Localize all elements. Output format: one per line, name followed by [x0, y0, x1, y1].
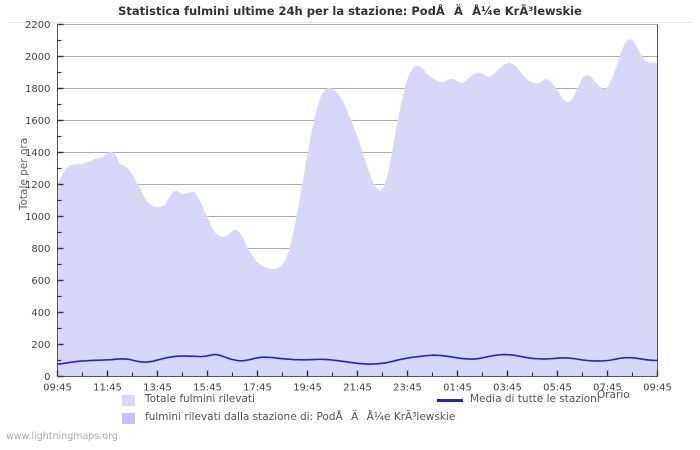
legend-label-station: fulmini rilevati dalla stazione di: PodÅ… — [145, 411, 456, 423]
legend-row-station: fulmini rilevati dalla stazione di: PodÅ… — [0, 410, 700, 428]
x-axis-label: Orario — [597, 389, 630, 401]
svg-text:2000: 2000 — [25, 52, 50, 63]
title-divider — [8, 22, 692, 23]
svg-text:800: 800 — [31, 244, 50, 255]
svg-text:07:45: 07:45 — [593, 383, 622, 394]
svg-text:1600: 1600 — [25, 116, 50, 127]
svg-text:05:45: 05:45 — [543, 383, 572, 394]
chart-legend: Totale fulmini rilevati Media di tutte l… — [0, 392, 700, 428]
svg-text:11:45: 11:45 — [93, 383, 122, 394]
legend-swatch-average — [437, 399, 463, 402]
svg-text:09:45: 09:45 — [643, 383, 672, 394]
svg-text:0: 0 — [44, 372, 50, 383]
svg-text:23:45: 23:45 — [393, 383, 422, 394]
legend-label-average: Media di tutte le stazioni — [470, 393, 600, 405]
svg-text:09:45: 09:45 — [43, 383, 72, 394]
svg-text:1800: 1800 — [25, 84, 50, 95]
svg-text:21:45: 21:45 — [343, 383, 372, 394]
svg-text:1200: 1200 — [25, 180, 50, 191]
svg-text:01:45: 01:45 — [443, 383, 472, 394]
watermark-text: www.lightningmaps.org — [6, 431, 118, 442]
svg-text:1400: 1400 — [25, 148, 50, 159]
svg-text:03:45: 03:45 — [493, 383, 522, 394]
page-title: Statistica fulmini ultime 24h per la sta… — [118, 4, 582, 18]
svg-text:15:45: 15:45 — [193, 383, 222, 394]
svg-text:2200: 2200 — [25, 20, 50, 31]
plot-area: 0 200 400 600 800 1000 1200 1400 1600 1800 2000 220… — [25, 20, 672, 394]
legend-label-total: Totale fulmini rilevati — [145, 393, 255, 405]
svg-text:1000: 1000 — [25, 212, 50, 223]
legend-swatch-total — [122, 395, 135, 406]
svg-text:600: 600 — [31, 276, 50, 287]
svg-text:400: 400 — [31, 308, 50, 319]
legend-swatch-station — [122, 413, 135, 424]
svg-text:200: 200 — [31, 340, 50, 351]
legend-row-primary: Totale fulmini rilevati Media di tutte l… — [0, 392, 700, 410]
svg-text:19:45: 19:45 — [293, 383, 322, 394]
svg-text:13:45: 13:45 — [143, 383, 172, 394]
svg-text:17:45: 17:45 — [243, 383, 272, 394]
